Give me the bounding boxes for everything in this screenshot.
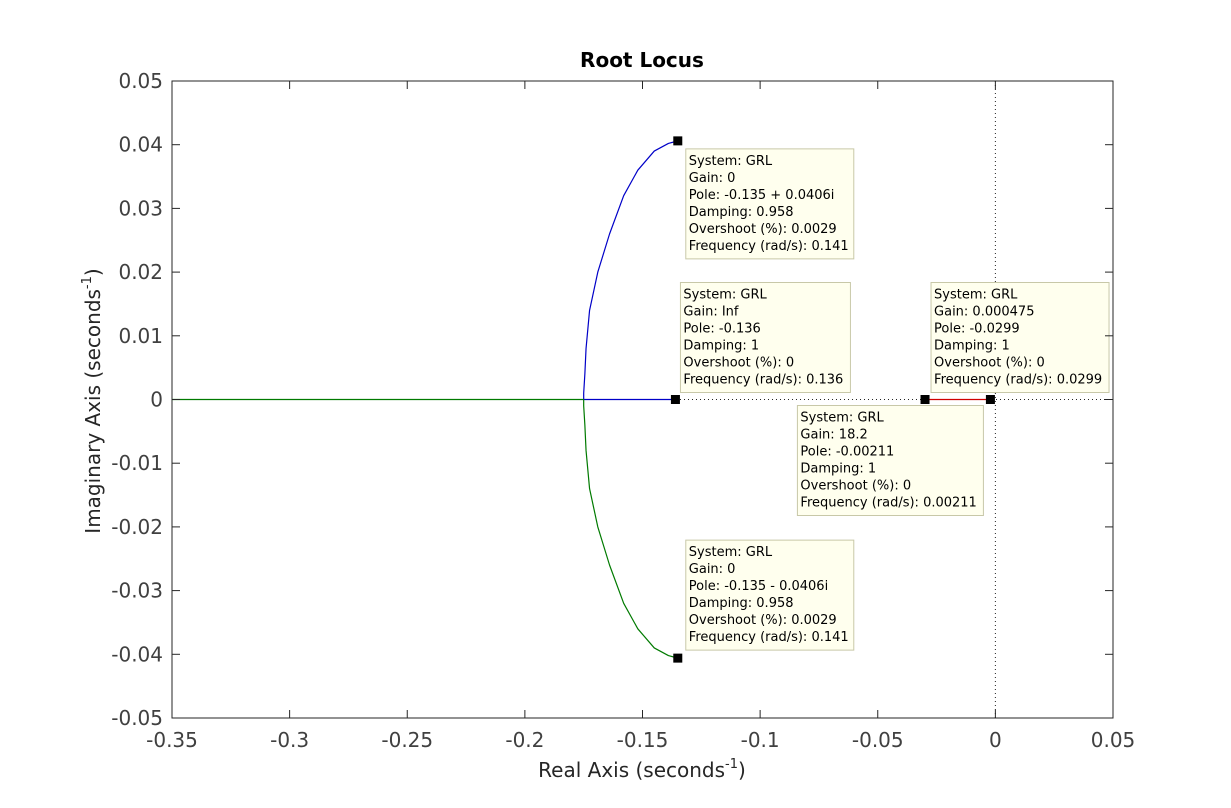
x-tick-label: -0.05 bbox=[852, 728, 904, 752]
datatip-line: Gain: Inf bbox=[683, 305, 738, 320]
y-axis-label-sup: -1 bbox=[80, 276, 95, 289]
datatip-line: System: GRL bbox=[689, 154, 773, 169]
y-tick-label: 0.03 bbox=[118, 196, 163, 220]
locus-branch-1 bbox=[583, 399, 678, 659]
datatip-line: Frequency (rad/s): 0.141 bbox=[689, 239, 849, 254]
datatip-line: Damping: 0.958 bbox=[689, 596, 794, 611]
y-tick-label: -0.01 bbox=[111, 451, 163, 475]
x-tick-label: -0.25 bbox=[381, 728, 433, 752]
datatip-marker-4[interactable] bbox=[985, 395, 995, 404]
datatip-marker-3[interactable] bbox=[920, 395, 930, 404]
y-axis-label-close: ) bbox=[81, 268, 105, 276]
datatip-1[interactable]: System: GRL Gain: Inf Pole: -0.136 Damping:… bbox=[679, 282, 851, 393]
x-tick-label: -0.2 bbox=[505, 728, 544, 752]
datatip-line: Overshoot (%): 0 bbox=[683, 356, 794, 371]
y-axis-label: Imaginary Axis (seconds-1) bbox=[80, 268, 105, 533]
y-tick-label: 0.05 bbox=[118, 69, 163, 93]
datatip-line: Overshoot (%): 0.0029 bbox=[689, 613, 837, 628]
datatip-line: Damping: 0.958 bbox=[689, 205, 794, 220]
locus-branches bbox=[172, 140, 991, 659]
datatip-line: System: GRL bbox=[800, 411, 884, 426]
x-axis-label-close: ) bbox=[738, 758, 746, 782]
chart-title: Root Locus bbox=[580, 48, 704, 72]
x-tick-label: 0.05 bbox=[1091, 728, 1136, 752]
datatip-line: System: GRL bbox=[934, 288, 1018, 303]
datatip-line: Gain: 18.2 bbox=[800, 428, 867, 443]
datatip-line: Pole: -0.0299 bbox=[934, 322, 1020, 337]
datatip-3[interactable]: System: GRL Gain: 18.2 Pole: -0.00211 Dampi… bbox=[796, 405, 984, 516]
datatip-box bbox=[679, 282, 851, 393]
datatip-line: Frequency (rad/s): 0.00211 bbox=[800, 496, 976, 511]
datatip-line: System: GRL bbox=[689, 545, 773, 560]
y-tick-label: 0 bbox=[150, 388, 163, 412]
datatip-line: Pole: -0.135 - 0.0406i bbox=[689, 579, 828, 594]
x-axis-label-sup: -1 bbox=[725, 757, 738, 772]
x-tick-label: -0.3 bbox=[270, 728, 309, 752]
datatip-line: Damping: 1 bbox=[800, 462, 876, 477]
y-tick-label: -0.05 bbox=[111, 706, 163, 730]
datatip-line: Overshoot (%): 0.0029 bbox=[689, 222, 837, 237]
datatip-line: Pole: -0.00211 bbox=[800, 445, 894, 460]
datatip-box bbox=[685, 539, 855, 651]
datatips: System: GRL Gain: 0 Pole: -0.135 + 0.0406i… bbox=[679, 148, 1110, 651]
x-tick-label: 0 bbox=[989, 728, 1002, 752]
x-axis-label-text: Real Axis (seconds bbox=[538, 758, 725, 782]
datatip-line: Overshoot (%): 0 bbox=[934, 356, 1045, 371]
y-tick-label: -0.04 bbox=[111, 642, 163, 666]
y-tick-label: -0.02 bbox=[111, 515, 163, 539]
datatip-line: System: GRL bbox=[683, 288, 767, 303]
datatip-marker-1[interactable] bbox=[673, 653, 683, 663]
datatip-2[interactable]: System: GRL Gain: 0.000475 Pole: -0.0299 Da… bbox=[930, 282, 1110, 393]
datatip-box bbox=[930, 282, 1110, 393]
y-tick-label: 0.02 bbox=[118, 260, 163, 284]
datatip-line: Overshoot (%): 0 bbox=[800, 479, 911, 494]
datatip-box bbox=[685, 148, 855, 260]
datatip-line: Damping: 1 bbox=[683, 339, 759, 354]
datatip-line: Frequency (rad/s): 0.141 bbox=[689, 630, 849, 645]
y-tick-label: 0.01 bbox=[118, 324, 163, 348]
x-tick-label: -0.35 bbox=[146, 728, 198, 752]
y-tick-label: 0.04 bbox=[118, 133, 163, 157]
y-tick-label: -0.03 bbox=[111, 579, 163, 603]
datatip-line: Frequency (rad/s): 0.0299 bbox=[934, 373, 1102, 388]
datatip-marker-0[interactable] bbox=[673, 136, 683, 146]
x-tick-label: -0.15 bbox=[617, 728, 669, 752]
datatip-line: Gain: 0.000475 bbox=[934, 305, 1034, 320]
datatip-line: Pole: -0.136 bbox=[683, 322, 760, 337]
datatip-line: Damping: 1 bbox=[934, 339, 1010, 354]
datatip-box bbox=[796, 405, 984, 516]
pole-zero-markers bbox=[670, 136, 995, 663]
datatip-line: Gain: 0 bbox=[689, 171, 736, 186]
datatip-line: Frequency (rad/s): 0.136 bbox=[683, 373, 843, 388]
axis-ticks: -0.35 -0.3 -0.25 -0.2 -0.15 -0.1 -0.05 0 0.05 0.0… bbox=[111, 69, 1135, 752]
datatip-4[interactable]: System: GRL Gain: 0 Pole: -0.135 - 0.0406i… bbox=[685, 539, 855, 651]
datatip-marker-2[interactable] bbox=[670, 395, 680, 404]
x-axis-label: Real Axis (seconds-1) bbox=[538, 757, 746, 782]
y-axis-label-text: Imaginary Axis (seconds bbox=[81, 289, 105, 534]
datatip-line: Pole: -0.135 + 0.0406i bbox=[689, 188, 835, 203]
x-tick-label: -0.1 bbox=[741, 728, 780, 752]
locus-branch-0 bbox=[583, 140, 678, 401]
datatip-0[interactable]: System: GRL Gain: 0 Pole: -0.135 + 0.0406i… bbox=[685, 148, 855, 260]
datatip-line: Gain: 0 bbox=[689, 562, 736, 577]
